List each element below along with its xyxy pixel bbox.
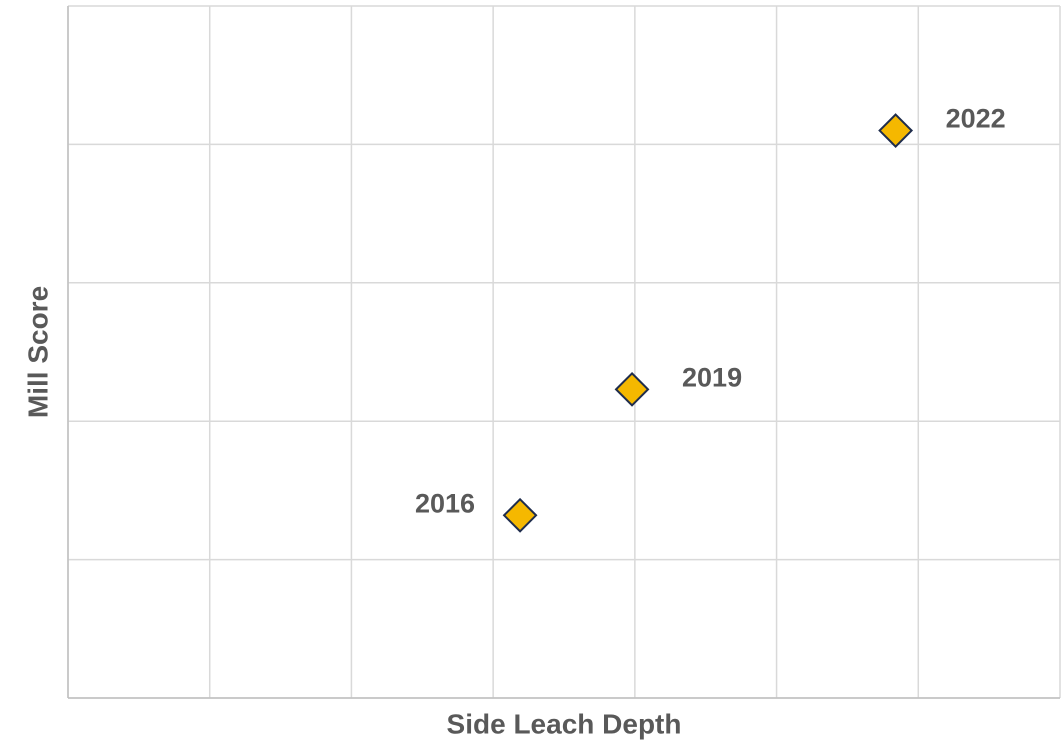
point (502, 497, 538, 533)
point-label: 2016 (415, 488, 475, 518)
point (878, 113, 914, 148)
point-label: 2019 (682, 362, 742, 392)
x-axis-label: Side Leach Depth (447, 708, 682, 739)
point-label: 2022 (946, 104, 1006, 134)
point (614, 371, 650, 407)
y-axis-label: Mill Score (22, 286, 53, 418)
